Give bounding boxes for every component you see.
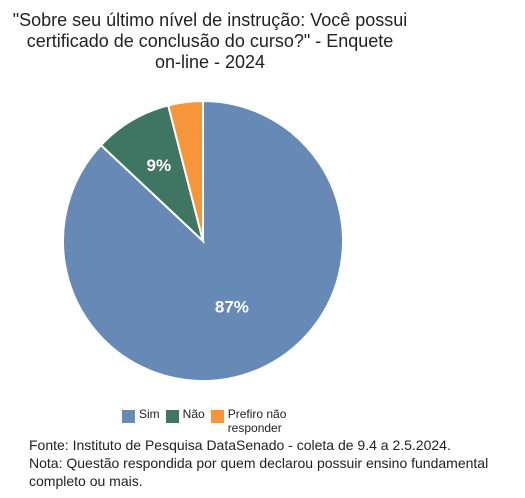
- legend-label-prefiro-nao-responder: Prefiro não responder: [227, 407, 287, 435]
- legend-item-sim: Sim: [122, 407, 160, 423]
- pie-slice-3: [166, 99, 204, 242]
- legend-item-prefiro-nao-responder: Prefiro não responder: [210, 407, 300, 435]
- pie-chart: 87% 9%: [62, 99, 344, 382]
- legend-swatch-nao: [165, 410, 179, 423]
- data-label-2: 9%: [147, 156, 172, 175]
- chart-title-line-2: certificado de conclusão do curso?" - En…: [26, 31, 394, 51]
- chart-title-line-1: "Sobre seu último nível de instrução: Vo…: [12, 10, 408, 30]
- chart-title: "Sobre seu último nível de instrução: Vo…: [0, 10, 420, 73]
- legend-item-nao: Não: [165, 407, 205, 423]
- legend: Sim Não Prefiro não responder: [122, 407, 306, 435]
- note-line-1: Nota: Questão respondida por quem declar…: [29, 455, 489, 471]
- source-note: Fonte: Instituto de Pesquisa DataSenado …: [29, 437, 451, 453]
- note-line-2: completo ou mais.: [29, 473, 143, 489]
- pie-slice-2: [99, 104, 205, 245]
- footnotes: Fonte: Instituto de Pesquisa DataSenado …: [29, 436, 488, 490]
- legend-swatch-sim: [122, 410, 135, 423]
- chart-title-line-3: on-line - 2024: [154, 52, 266, 72]
- data-label-1: 87%: [215, 297, 249, 316]
- legend-swatch-prefiro-nao-responder: [210, 410, 224, 423]
- legend-label-nao: Não: [182, 407, 205, 421]
- legend-label-sim: Sim: [139, 407, 160, 421]
